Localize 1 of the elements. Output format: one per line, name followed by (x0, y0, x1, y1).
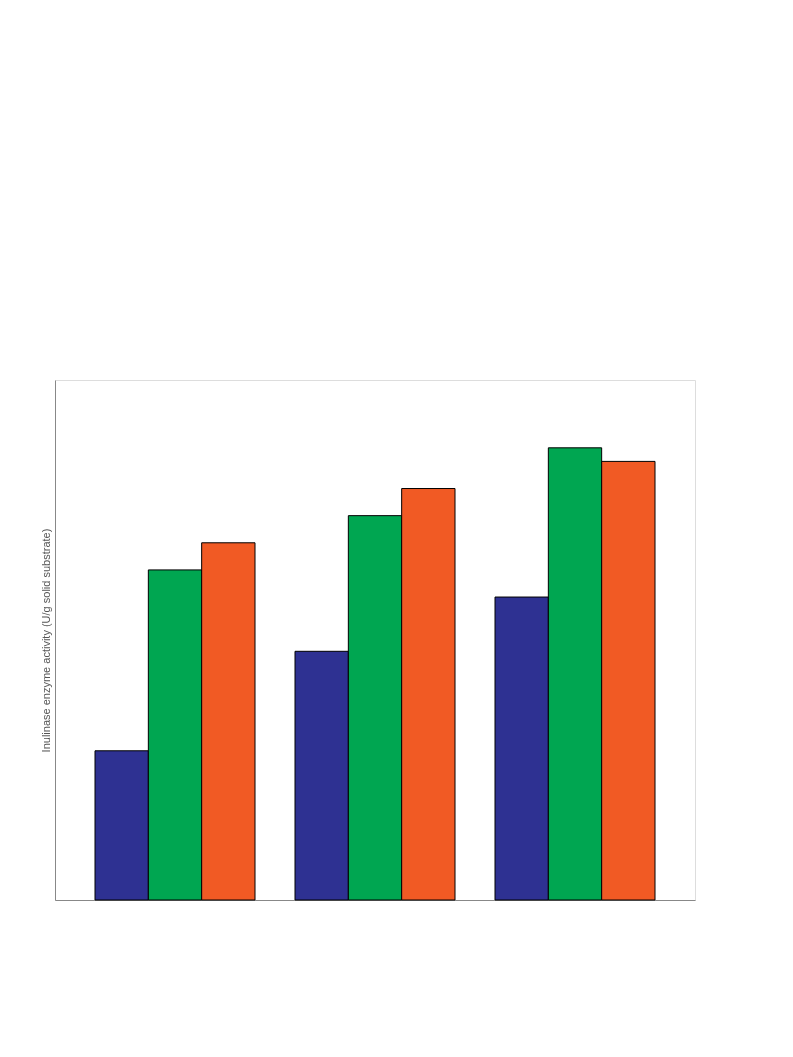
y-axis-title: Inulinase enzyme activity (U/g solid substrate) (39, 528, 52, 753)
